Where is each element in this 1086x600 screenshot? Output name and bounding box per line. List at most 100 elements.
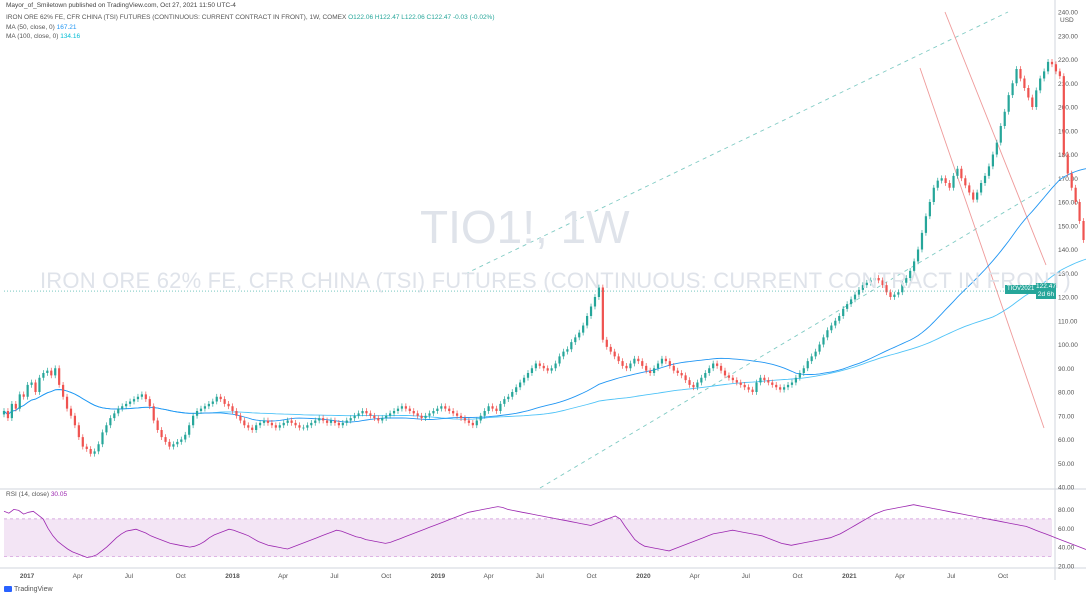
candle-body [613,351,616,357]
candle-body [1011,83,1014,96]
candle-body [522,377,526,383]
price-tick-label: 90.00 [1058,366,1075,373]
candle-body [542,365,545,369]
price-tick-label: 70.00 [1058,413,1075,420]
candle-body [97,444,100,452]
price-tick-label: 60.00 [1058,437,1075,444]
candle-body [751,389,754,392]
candle-body [172,444,175,447]
candle-body [964,178,967,186]
candle-body [463,418,467,421]
candle-body [617,356,620,362]
candle-body [290,420,293,423]
ma100-line [3,258,1086,420]
candle-body [412,411,415,414]
candle-body [802,368,805,373]
candle-body [333,420,337,423]
candle-body [77,425,80,438]
candle-body [830,325,833,331]
candle-body [1039,78,1042,91]
candle-body [1003,111,1006,126]
candle-body [897,292,900,295]
candle-body [148,399,151,407]
ma50-legend[interactable]: MA (50, close, 0) 167.21 [6,24,76,32]
candle-body [428,413,431,416]
footer-brand[interactable]: TradingView [4,586,53,593]
candle-body [948,183,951,188]
symbol-line: IRON ORE 62% FE, CFR CHINA (TSI) FUTURES… [6,14,495,22]
candle-body [243,420,246,426]
candle-body [885,285,888,293]
time-tick-label: Apr [690,573,701,580]
time-tick-label: Jul [536,573,545,580]
candle-body [952,175,955,188]
candle-body [747,387,750,390]
candle-body [448,408,451,411]
candle-body [609,346,612,352]
time-tick-label: Jul [330,573,339,580]
candle-body [846,304,849,309]
candle-body [928,202,931,217]
candle-body [582,325,585,333]
candle-body [991,154,995,167]
candle-body [471,422,474,426]
candle-body [282,422,285,426]
candle-body [767,380,770,383]
candle-body [188,425,191,435]
candle-body [668,361,671,366]
candle-body [779,387,782,390]
descending-channel-lower [919,67,1045,429]
candle-body [546,368,549,371]
candle-body [373,415,376,419]
candle-body [1023,78,1026,88]
candle-body [325,420,329,423]
trend-channels [464,11,1051,489]
candle-body [912,261,916,271]
candle-body [932,187,935,202]
candle-body [1043,71,1046,79]
candle-body [716,363,719,366]
candle-body [558,356,561,364]
candle-body [298,425,301,428]
candle-body [50,370,53,376]
ma100-legend[interactable]: MA (100, close, 0) 134.16 [6,33,80,41]
time-tick-label: Jul [742,573,751,580]
candle-body [972,192,975,200]
ascending-channel-upper [464,11,1009,275]
candle-body [219,396,222,400]
candle-body [838,316,841,321]
candle-body [239,415,242,421]
price-tick-label: 150.00 [1058,223,1078,230]
candle-body [515,387,518,392]
candle-body [987,166,991,176]
candle-body [81,437,84,447]
candle-body [625,365,628,369]
candle-body [1015,69,1018,84]
candle-body [491,406,494,409]
rsi-tick-label: 80.00 [1058,507,1075,514]
ma50-label: MA (50, close, 0) [6,24,55,31]
candle-body [322,418,325,421]
candle-body [85,446,88,449]
rsi-legend[interactable]: RSI (14, close) 30.05 [6,491,67,498]
candle-body [1027,88,1030,98]
candle-body [1058,71,1061,77]
candle-body [1070,173,1073,188]
candle-body [798,373,801,378]
candle-body [826,330,829,338]
price-tick-label: 190.00 [1058,128,1078,135]
rsi-band [4,518,1052,557]
candle-body [652,368,656,373]
candle-body [444,406,447,409]
candle-body [215,396,218,402]
candle-body [337,422,340,426]
candle-body [570,342,573,350]
candle-body [1082,221,1085,240]
candle-body [511,392,514,397]
candle-body [408,408,411,411]
candle-body [26,384,29,397]
candle-body [526,373,530,378]
candle-body [1054,64,1058,72]
candle-body [1062,76,1065,155]
candle-body [893,294,896,297]
